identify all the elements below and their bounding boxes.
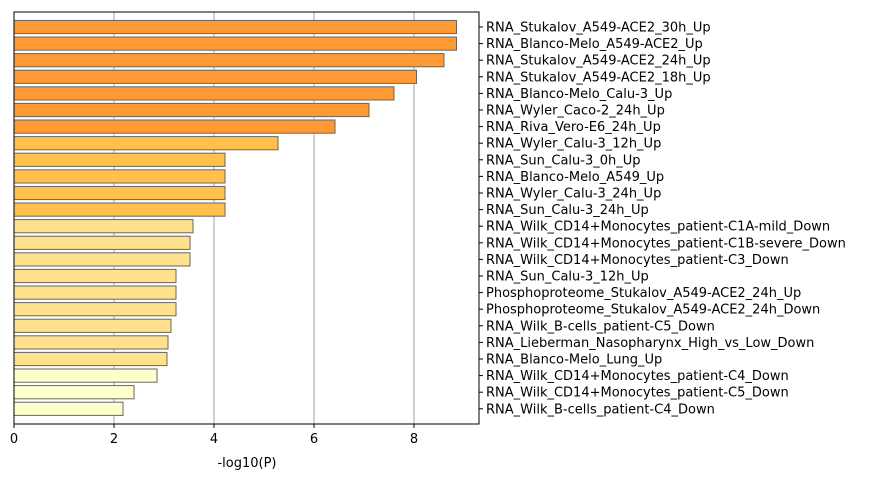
bar — [13, 136, 279, 151]
bar — [13, 219, 194, 234]
category-label: Phosphoproteome_Stukalov_A549-ACE2_24h_U… — [486, 286, 801, 301]
category-label: RNA_Wilk_CD14+Monocytes_patient-C1A-mild… — [486, 220, 830, 235]
category-label: RNA_Wilk_CD14+Monocytes_patient-C3_Down — [486, 253, 789, 268]
category-label: RNA_Wilk_CD14+Monocytes_patient-C1B-seve… — [486, 236, 846, 251]
category-label: RNA_Sun_Calu-3_0h_Up — [486, 153, 641, 168]
category-label: RNA_Wilk_B-cells_patient-C5_Down — [486, 319, 715, 334]
category-label: RNA_Wyler_Calu-3_24h_Up — [486, 187, 661, 202]
category-label: RNA_Stukalov_A549-ACE2_18h_Up — [486, 70, 711, 85]
category-label: RNA_Sun_Calu-3_12h_Up — [486, 270, 649, 285]
category-label: RNA_Wilk_CD14+Monocytes_patient-C4_Down — [486, 369, 789, 384]
bar — [13, 335, 169, 350]
bar — [13, 69, 417, 84]
category-label: RNA_Blanco-Melo_A549-ACE2_Up — [486, 37, 703, 52]
category-label: RNA_Blanco-Melo_Calu-3_Up — [486, 87, 672, 102]
bar — [13, 36, 457, 51]
category-label: RNA_Wilk_B-cells_patient-C4_Down — [486, 402, 715, 417]
bar — [13, 351, 168, 367]
category-label: RNA_Wyler_Caco-2_24h_Up — [486, 104, 665, 119]
category-label: RNA_Wilk_CD14+Monocytes_patient-C5_Down — [486, 386, 789, 401]
category-label: RNA_Wyler_Calu-3_12h_Up — [486, 137, 661, 152]
category-label: RNA_Riva_Vero-E6_24h_Up — [486, 120, 661, 135]
bar — [13, 252, 191, 267]
category-label: RNA_Blanco-Melo_A549_Up — [486, 170, 664, 185]
x-tick-label: 4 — [210, 432, 218, 447]
category-label: RNA_Stukalov_A549-ACE2_30h_Up — [486, 21, 711, 36]
x-axis-title: -log10(P) — [217, 456, 276, 471]
bar — [13, 368, 158, 383]
bar — [13, 169, 226, 184]
bar — [13, 318, 172, 333]
x-tick-label: 2 — [110, 432, 118, 447]
category-labels: RNA_Stukalov_A549-ACE2_30h_UpRNA_Blanco-… — [479, 21, 846, 417]
bar — [13, 401, 124, 416]
bar — [13, 102, 370, 118]
bar — [13, 86, 395, 101]
bar — [13, 202, 226, 217]
plot-frame — [13, 11, 480, 425]
x-axis-ticks: 0 2 4 6 8 — [10, 424, 418, 447]
category-label: RNA_Stukalov_A549-ACE2_24h_Up — [486, 54, 711, 69]
bar — [13, 119, 336, 134]
bar — [13, 302, 177, 317]
bar — [13, 53, 445, 68]
bar — [13, 285, 177, 300]
x-tick-label: 6 — [310, 432, 318, 447]
category-label: RNA_Blanco-Melo_Lung_Up — [486, 353, 662, 368]
bar — [13, 268, 177, 284]
x-tick-label: 8 — [410, 432, 418, 447]
bar — [13, 152, 226, 167]
x-tick-label: 0 — [10, 432, 18, 447]
bar — [13, 19, 457, 35]
category-label: RNA_Sun_Calu-3_24h_Up — [486, 203, 649, 218]
category-label: Phosphoproteome_Stukalov_A549-ACE2_24h_D… — [486, 303, 820, 318]
bar — [13, 385, 135, 400]
bar — [13, 185, 226, 201]
category-label: RNA_Lieberman_Nasopharynx_High_vs_Low_Do… — [486, 336, 814, 351]
bars — [13, 19, 457, 416]
bar — [13, 235, 191, 250]
